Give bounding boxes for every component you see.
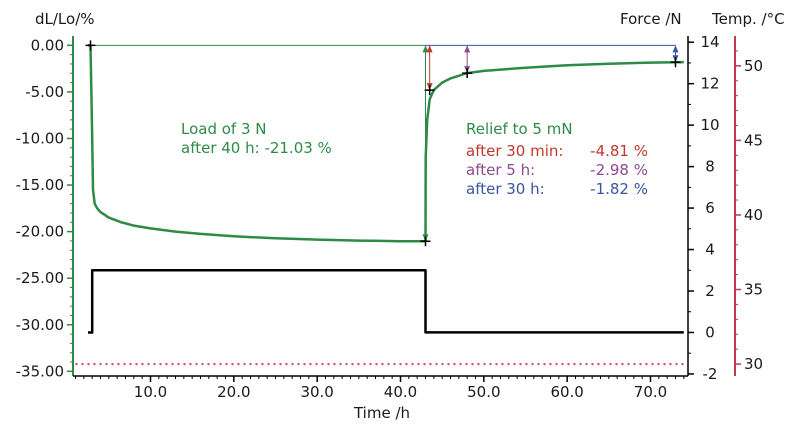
- force-tick-label: 10: [700, 116, 719, 134]
- dl-tick-label: -25.00: [16, 269, 64, 287]
- data-marker: [420, 236, 431, 247]
- force-ticks: 14 12 10 8 6 4 2 0 -2: [688, 33, 720, 383]
- temp-tick-label: 45: [744, 131, 763, 149]
- annotation-relief-title: Relief to 5 mN: [466, 120, 573, 138]
- x-tick-label: 70.0: [634, 383, 667, 401]
- arrow-head: [464, 45, 471, 53]
- temp-axis-title: Temp. /°C: [711, 10, 785, 28]
- dl-tick-label: -35.00: [16, 362, 64, 380]
- temp-tick-label: 50: [744, 57, 763, 75]
- data-marker: [462, 68, 473, 79]
- force-tick-label: 2: [705, 282, 715, 300]
- data-marker: [85, 40, 96, 51]
- annotation-load-value: after 40 h: -21.03 %: [181, 139, 332, 157]
- force-tick-label: 12: [700, 75, 719, 93]
- relief-row-value: -4.81 %: [590, 142, 648, 160]
- relief-row-label: after 30 min:: [466, 142, 563, 160]
- x-tick-label: 20.0: [217, 383, 250, 401]
- relief-row-label: after 30 h:: [466, 180, 545, 198]
- dl-ticks: 0.00 -5.00 -10.00 -15.00 -20.00 -25.00 -30.00 -…: [16, 36, 73, 380]
- arrow-head: [422, 45, 429, 53]
- marker-group: [85, 40, 681, 247]
- dl-tick-label: -30.00: [16, 316, 64, 334]
- force-tick-label: -2: [703, 365, 718, 383]
- x-tick-label: 50.0: [467, 383, 500, 401]
- series-group: [75, 44, 684, 366]
- force-axis-title: Force /N: [620, 10, 682, 28]
- x-ticks: 10.0 20.0 30.0 40.0 50.0 60.0 70.0: [75, 376, 685, 401]
- dl-curve: [88, 44, 684, 243]
- temp-tick-label: 30: [744, 355, 763, 373]
- data-marker: [670, 57, 681, 68]
- x-tick-label: 30.0: [300, 383, 333, 401]
- dl-tick-label: -10.00: [16, 129, 64, 147]
- dl-tick-label: -15.00: [16, 176, 64, 194]
- temp-tick-label: 40: [744, 206, 763, 224]
- data-marker: [424, 85, 435, 96]
- force-tick-label: 8: [705, 158, 715, 176]
- force-tick-label: 6: [705, 199, 715, 217]
- dl-tick-label: -5.00: [25, 83, 64, 101]
- dl-tick-label: -20.00: [16, 223, 64, 241]
- x-tick-label: 40.0: [384, 383, 417, 401]
- annotation-load-title: Load of 3 N: [181, 120, 267, 138]
- force-tick-label: 4: [705, 241, 715, 259]
- arrow-group: [422, 45, 679, 242]
- arrow-head: [672, 45, 679, 53]
- force-tick-label: 14: [700, 33, 719, 51]
- temp-tick-label: 35: [744, 281, 763, 299]
- relief-row-value: -2.98 %: [590, 161, 648, 179]
- temp-ticks: 50 45 40 35 30: [735, 50, 763, 373]
- force-tick-label: 0: [705, 323, 715, 341]
- annotation-relief-rows: after 30 min: -4.81 % after 5 h: -2.98 % aft…: [466, 142, 648, 198]
- relief-row-label: after 5 h:: [466, 161, 535, 179]
- x-axis-title: Time /h: [353, 404, 410, 422]
- relief-row-value: -1.82 %: [590, 180, 648, 198]
- x-tick-label: 60.0: [550, 383, 583, 401]
- x-tick-label: 10.0: [134, 383, 167, 401]
- dl-axis-title: dL/Lo/%: [35, 10, 95, 28]
- arrow-head: [426, 45, 433, 53]
- dl-tick-label: 0.00: [31, 36, 64, 54]
- force-curve: [88, 269, 684, 334]
